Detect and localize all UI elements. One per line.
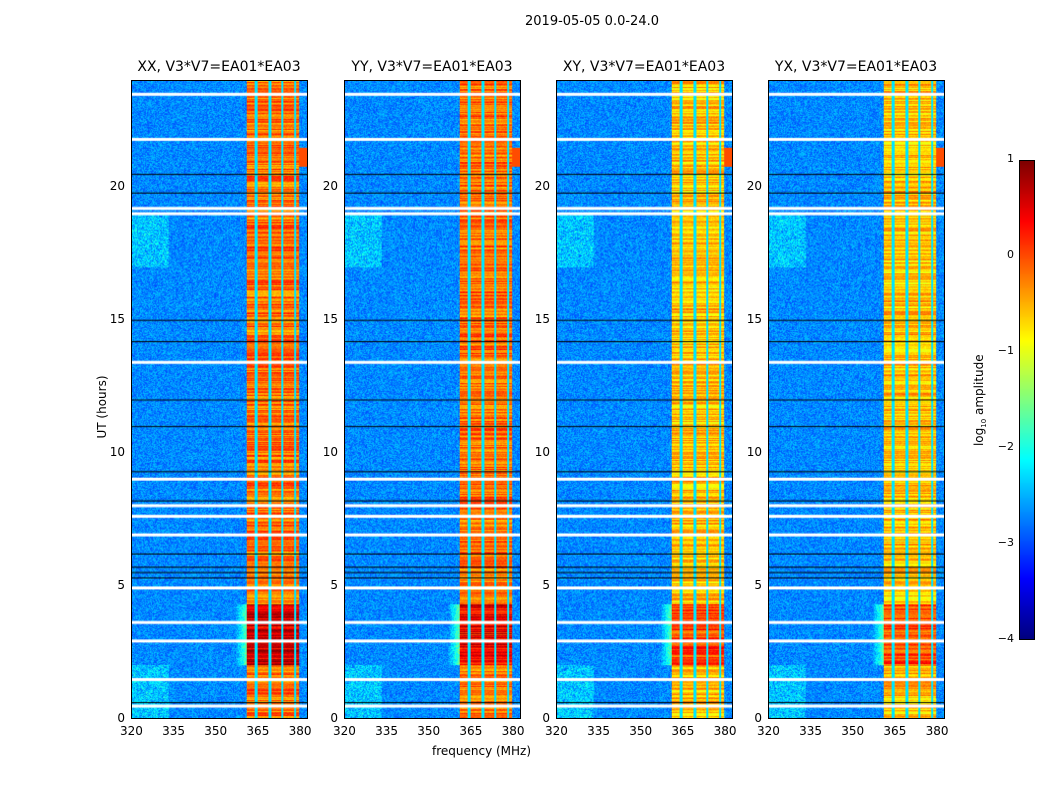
y-tick-label: 15 <box>746 311 762 326</box>
x-tick-label: 350 <box>204 724 228 738</box>
colorbar-tick-label: −2 <box>997 440 1014 453</box>
x-tick-label: 380 <box>713 724 737 738</box>
heatmap-cells <box>345 81 520 718</box>
y-tick-label: 20 <box>746 178 762 193</box>
x-tick-label: 380 <box>925 724 949 738</box>
y-tick-label: 0 <box>117 711 125 725</box>
x-tick-label: 335 <box>375 724 399 738</box>
waterfall-panel-3 <box>768 80 945 719</box>
x-tick-label: 365 <box>246 724 270 738</box>
y-tick-label: 15 <box>534 311 550 326</box>
heatmap-cells <box>557 81 732 718</box>
x-tick-label: 320 <box>545 724 568 738</box>
y-tick-label: 20 <box>534 178 550 193</box>
y-tick-label: 5 <box>330 577 338 592</box>
colorbar-tick-label: −1 <box>997 344 1014 357</box>
y-tick-label: 5 <box>542 577 550 592</box>
colorbar-tick-label: 1 <box>1007 152 1014 165</box>
y-tick-label: 10 <box>109 444 125 459</box>
y-tick-label: 10 <box>746 444 762 459</box>
y-tick-label: 0 <box>542 711 550 725</box>
waterfall-panel-1 <box>344 80 521 719</box>
y-tick-label: 15 <box>322 311 338 326</box>
colorbar-tick-label: 0 <box>1007 248 1014 261</box>
y-axis-label: UT (hours) <box>95 375 109 439</box>
x-tick-label: 320 <box>333 724 356 738</box>
x-tick-label: 320 <box>120 724 143 738</box>
panel-title: XY, V3*V7=EA01*EA03 <box>562 59 726 75</box>
waterfall-panel-2 <box>556 80 733 719</box>
colorbar-tick-label: −3 <box>997 536 1014 549</box>
waterfall-panel-0 <box>131 80 308 719</box>
x-tick-label: 320 <box>757 724 780 738</box>
y-tick-label: 5 <box>117 577 125 592</box>
y-tick-label: 0 <box>754 711 762 725</box>
y-tick-label: 20 <box>322 178 338 193</box>
x-tick-label: 380 <box>288 724 312 738</box>
x-tick-label: 335 <box>162 724 186 738</box>
x-tick-label: 350 <box>417 724 441 738</box>
y-tick-label: 0 <box>330 711 338 725</box>
heatmap-cells <box>769 81 944 718</box>
y-tick-label: 10 <box>322 444 338 459</box>
x-tick-label: 350 <box>841 724 865 738</box>
heatmap-cells <box>132 81 307 718</box>
x-tick-label: 335 <box>799 724 823 738</box>
figure-title: 2019-05-05 0.0-24.0 <box>525 14 659 29</box>
y-tick-label: 10 <box>534 444 550 459</box>
colorbar <box>1019 160 1035 640</box>
x-tick-label: 380 <box>501 724 525 738</box>
x-tick-label: 365 <box>671 724 695 738</box>
x-tick-label: 365 <box>459 724 483 738</box>
y-tick-label: 5 <box>754 577 762 592</box>
y-tick-label: 15 <box>109 311 125 326</box>
panel-title: YY, V3*V7=EA01*EA03 <box>351 59 513 75</box>
x-axis-label: frequency (MHz) <box>432 744 532 758</box>
x-tick-label: 335 <box>587 724 611 738</box>
x-tick-label: 350 <box>629 724 653 738</box>
panel-title: YX, V3*V7=EA01*EA03 <box>774 59 938 75</box>
panel-title: XX, V3*V7=EA01*EA03 <box>137 59 301 75</box>
colorbar-tick-label: −4 <box>997 632 1014 645</box>
x-tick-label: 365 <box>883 724 907 738</box>
y-tick-label: 20 <box>109 178 125 193</box>
colorbar-label: log10 amplitude <box>971 354 989 447</box>
